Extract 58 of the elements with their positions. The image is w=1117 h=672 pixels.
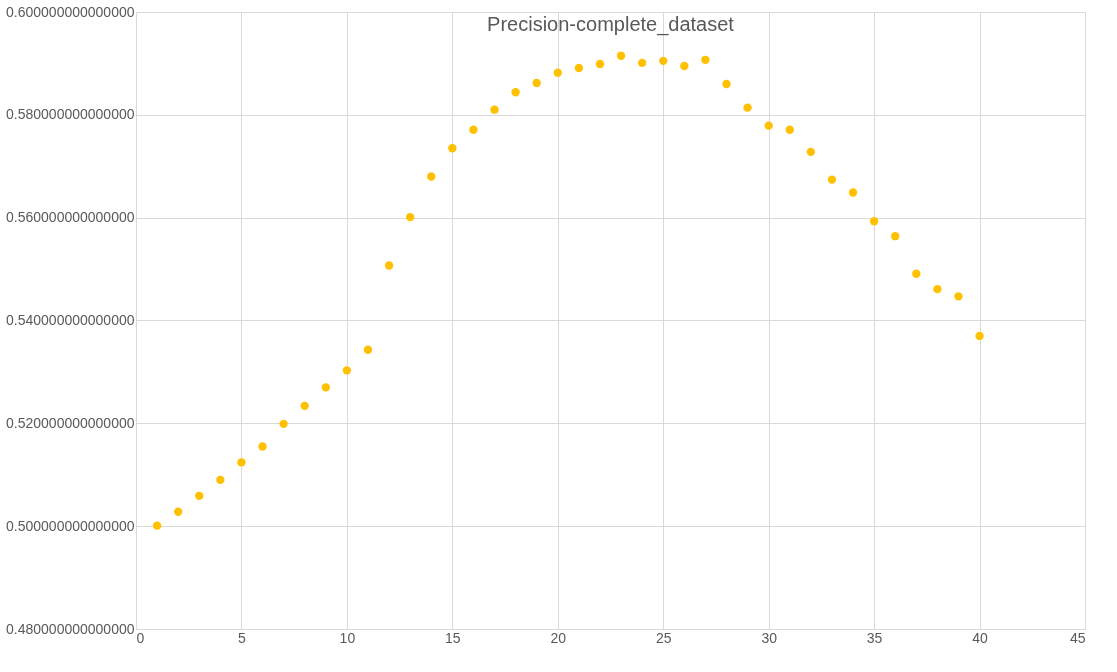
point	[595, 59, 605, 69]
point	[785, 125, 794, 134]
x-tick-label: 0	[136, 629, 145, 646]
x-tick-label: 40	[972, 629, 989, 646]
point	[869, 217, 879, 226]
y-tick-label: 0.600000000000000	[6, 3, 135, 20]
x-tick-label: 5	[238, 629, 247, 646]
y-tick-label: 0.580000000000000	[6, 106, 135, 123]
x-tick-label: 20	[550, 629, 567, 646]
x-tick-label: 30	[761, 629, 778, 646]
point	[701, 55, 710, 64]
y-tick-label: 0.480000000000000	[6, 620, 135, 637]
point	[743, 103, 752, 112]
y-tick-label: 0.540000000000000	[6, 312, 135, 328]
x-tick-label: 35	[866, 629, 883, 646]
point	[532, 78, 541, 88]
x-tick-label: 45	[1069, 629, 1086, 646]
point	[363, 345, 373, 354]
point	[637, 58, 647, 68]
y-tick-label: 0.560000000000000	[6, 209, 135, 226]
point	[237, 458, 246, 467]
x-tick-label: 25	[655, 629, 672, 646]
point	[659, 56, 668, 66]
x-tick-label: 15	[445, 629, 461, 646]
point	[891, 232, 900, 241]
point	[448, 144, 457, 153]
point	[680, 61, 689, 71]
point	[216, 475, 225, 485]
y-tick-label: 0.500000000000000	[6, 517, 135, 534]
point	[933, 284, 942, 294]
point	[574, 63, 584, 73]
point	[195, 491, 204, 501]
point	[300, 401, 309, 411]
point	[912, 269, 921, 278]
point	[764, 121, 773, 130]
point	[975, 331, 984, 341]
point	[384, 261, 394, 270]
point	[806, 147, 816, 157]
point	[342, 366, 352, 375]
point	[511, 88, 520, 97]
point	[553, 68, 562, 77]
point	[469, 125, 478, 134]
x-tick-label: 10	[339, 629, 356, 646]
point	[954, 292, 963, 301]
chart-title: Precision-complete_dataset	[487, 13, 735, 36]
point	[490, 105, 499, 114]
point	[173, 507, 183, 516]
point	[321, 383, 330, 392]
point	[616, 51, 626, 60]
point	[848, 188, 858, 197]
point	[152, 521, 162, 530]
point	[279, 419, 288, 429]
point	[722, 79, 731, 89]
y-tick-label: 0.520000000000000	[6, 414, 135, 431]
point	[405, 212, 415, 222]
point	[427, 172, 436, 181]
point	[258, 442, 267, 451]
point	[827, 175, 837, 184]
